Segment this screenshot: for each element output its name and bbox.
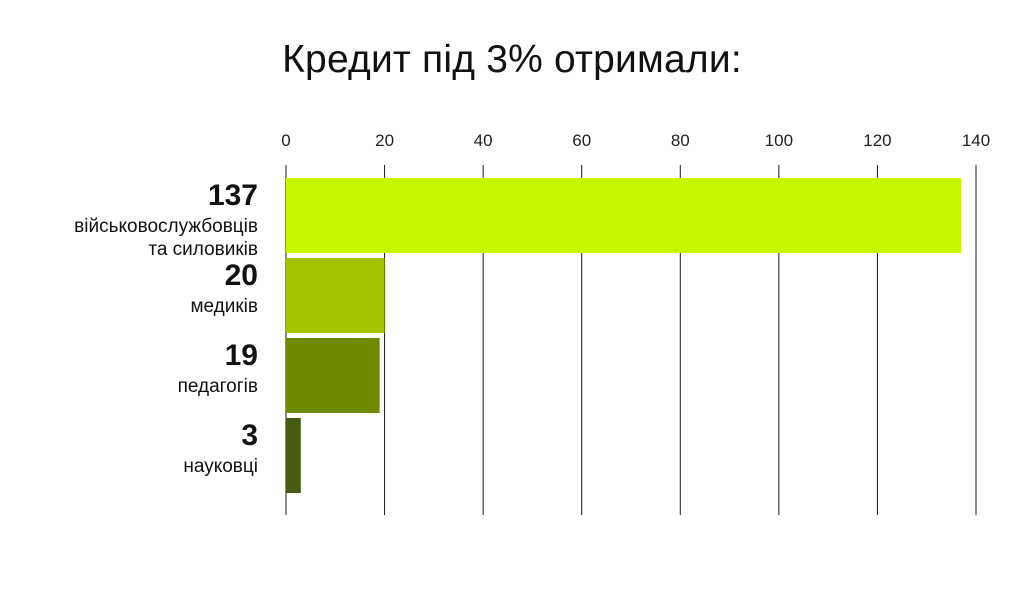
bar-value-label: 3 — [241, 419, 258, 452]
x-tick-label: 120 — [863, 131, 891, 150]
category-label: військовослужбовців — [74, 216, 258, 237]
bar-value-label: 19 — [225, 339, 258, 372]
x-tick-label: 100 — [765, 131, 793, 150]
category-label: науковці — [183, 456, 258, 477]
bar — [286, 258, 385, 333]
x-tick-label: 60 — [572, 131, 591, 150]
bar-value-label: 137 — [208, 179, 258, 212]
bar — [286, 338, 380, 413]
x-tick-label: 80 — [671, 131, 690, 150]
category-label: педагогів — [178, 376, 258, 397]
x-tick-label: 0 — [281, 131, 290, 150]
category-label: медиків — [190, 296, 258, 317]
x-tick-label: 40 — [474, 131, 493, 150]
bar-value-label: 20 — [225, 259, 258, 292]
bar — [286, 418, 301, 493]
x-tick-label: 140 — [962, 131, 990, 150]
chart-title: Кредит під 3% отримали: — [282, 38, 742, 81]
category-label: та силовиків — [148, 239, 258, 260]
bar — [286, 178, 962, 253]
x-tick-label: 20 — [375, 131, 394, 150]
